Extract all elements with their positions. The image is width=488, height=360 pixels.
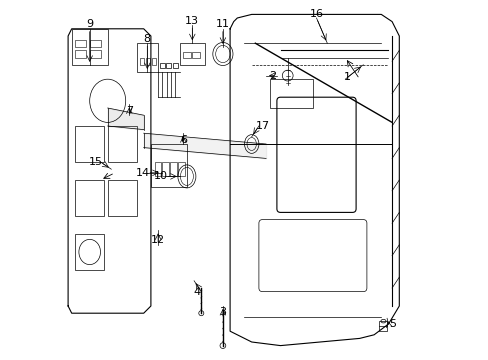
Text: 2: 2 [268,71,276,81]
Bar [172,63,177,68]
Bar [107,180,136,216]
Text: 16: 16 [309,9,323,19]
Bar [89,50,101,58]
Bar [192,52,199,58]
Text: 1: 1 [343,72,350,82]
Text: 4: 4 [193,287,200,297]
Text: 13: 13 [185,16,199,26]
Bar [160,63,164,68]
Text: 15: 15 [89,157,103,167]
Bar [140,58,144,65]
Bar [166,63,171,68]
Bar [151,144,186,187]
Bar [183,52,190,58]
Bar [178,162,184,176]
Text: 8: 8 [143,34,151,44]
Text: 5: 5 [388,319,395,329]
Bar [179,43,204,65]
Bar [145,58,150,65]
Text: 14: 14 [136,168,150,178]
Bar [75,234,104,270]
Text: 10: 10 [154,171,168,181]
Bar [72,29,107,65]
Bar [154,162,161,176]
Bar [269,79,312,108]
Text: 9: 9 [86,19,93,30]
Text: 7: 7 [125,106,133,116]
Text: 17: 17 [256,121,270,131]
Bar [75,40,86,47]
Bar [89,40,101,47]
Text: 11: 11 [216,19,229,30]
Text: 12: 12 [151,235,165,246]
Bar [151,58,156,65]
Bar [75,180,104,216]
Bar [136,43,158,72]
Bar [75,50,86,58]
Bar [107,126,136,162]
Bar [379,321,386,331]
Bar [162,162,168,176]
Bar [170,162,177,176]
Bar [75,126,104,162]
Text: 6: 6 [180,135,186,145]
Text: 3: 3 [219,307,226,318]
